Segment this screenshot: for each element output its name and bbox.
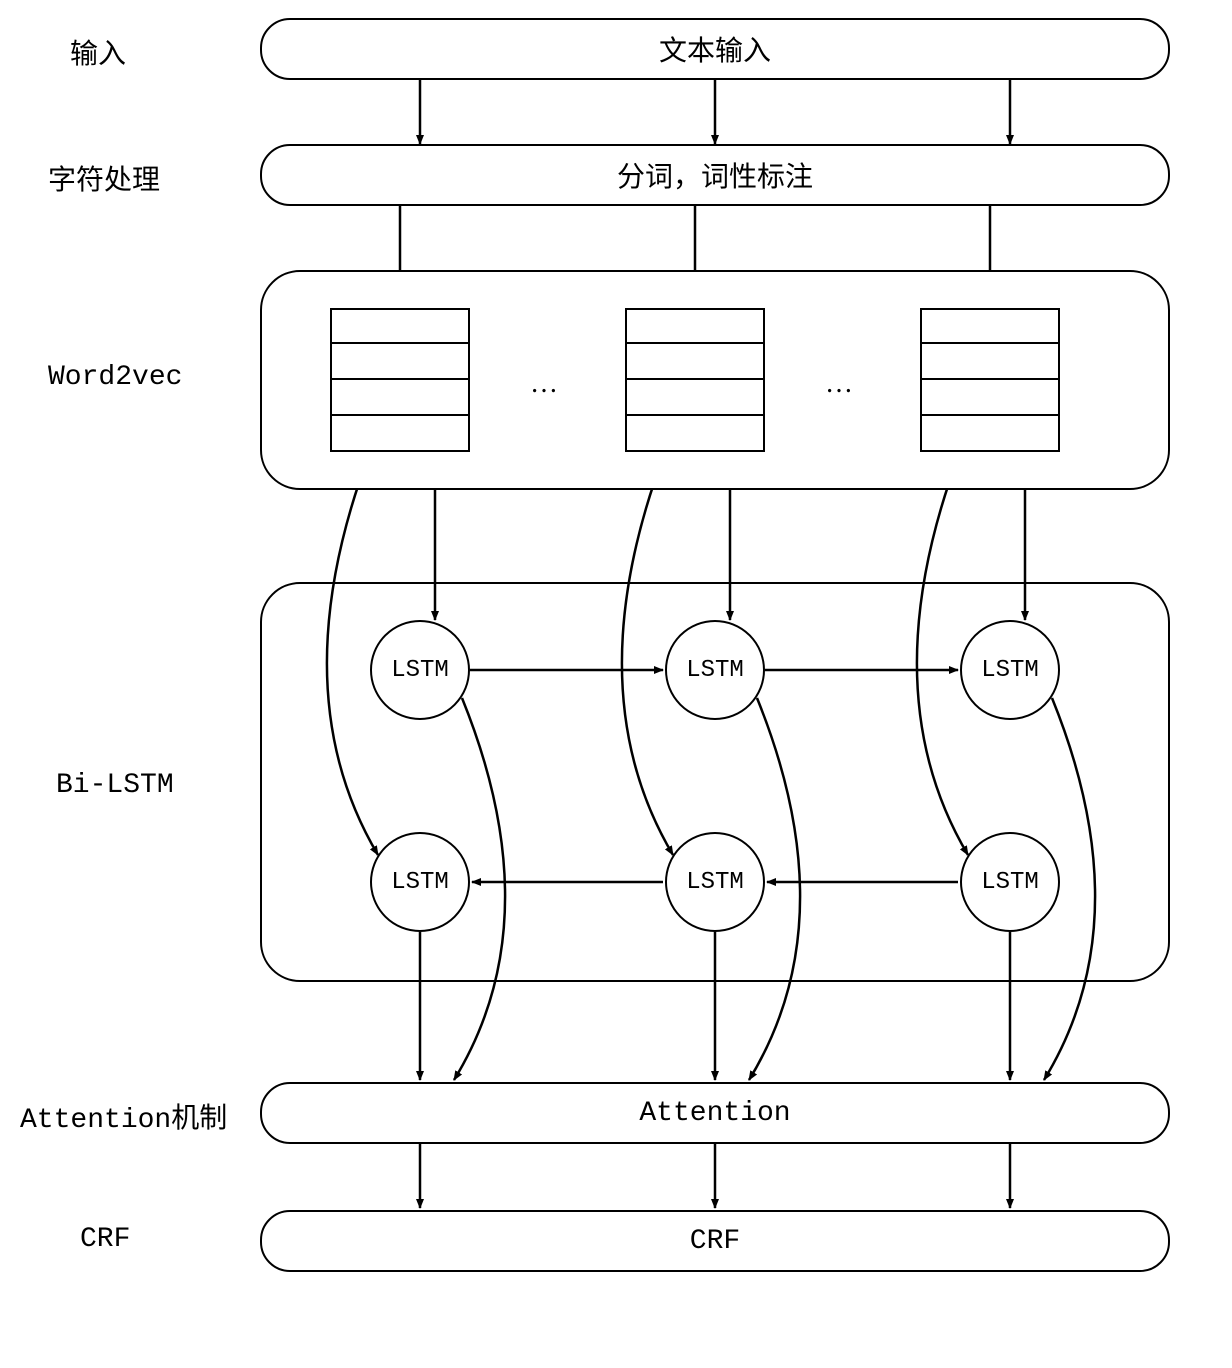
label-bilstm: Bi-LSTM xyxy=(56,770,174,801)
label-crf: CRF xyxy=(80,1224,130,1255)
lstm-node-fwd-3: LSTM xyxy=(960,620,1060,720)
lstm-label: LSTM xyxy=(686,657,744,684)
box-crf-text: CRF xyxy=(690,1226,740,1257)
w2v-stack-1 xyxy=(330,308,470,452)
lstm-node-fwd-1: LSTM xyxy=(370,620,470,720)
lstm-node-bwd-3: LSTM xyxy=(960,832,1060,932)
box-input-text: 文本输入 xyxy=(659,29,771,69)
label-attention: Attention机制 xyxy=(20,1096,227,1136)
lstm-label: LSTM xyxy=(981,657,1039,684)
label-input: 输入 xyxy=(70,32,126,72)
w2v-cell xyxy=(625,308,765,344)
lstm-label: LSTM xyxy=(391,869,449,896)
w2v-cell xyxy=(625,416,765,452)
lstm-label: LSTM xyxy=(391,657,449,684)
lstm-node-bwd-1: LSTM xyxy=(370,832,470,932)
w2v-dots-1: … xyxy=(530,368,560,400)
w2v-cell xyxy=(920,380,1060,416)
w2v-cell xyxy=(920,308,1060,344)
lstm-node-bwd-2: LSTM xyxy=(665,832,765,932)
w2v-cell xyxy=(920,344,1060,380)
w2v-cell xyxy=(625,380,765,416)
label-char-proc: 字符处理 xyxy=(48,158,160,198)
box-input: 文本输入 xyxy=(260,18,1170,80)
lstm-label: LSTM xyxy=(981,869,1039,896)
w2v-cell xyxy=(625,344,765,380)
lstm-node-fwd-2: LSTM xyxy=(665,620,765,720)
w2v-cell xyxy=(330,344,470,380)
box-attention-text: Attention xyxy=(639,1098,790,1129)
w2v-dots-2: … xyxy=(825,368,855,400)
w2v-cell xyxy=(920,416,1060,452)
w2v-cell xyxy=(330,380,470,416)
w2v-stack-3 xyxy=(920,308,1060,452)
w2v-cell xyxy=(330,416,470,452)
label-word2vec: Word2vec xyxy=(48,362,182,393)
lstm-label: LSTM xyxy=(686,869,744,896)
w2v-cell xyxy=(330,308,470,344)
w2v-stack-2 xyxy=(625,308,765,452)
box-crf: CRF xyxy=(260,1210,1170,1272)
box-attention: Attention xyxy=(260,1082,1170,1144)
box-char-proc-text: 分词，词性标注 xyxy=(617,155,813,195)
box-char-proc: 分词，词性标注 xyxy=(260,144,1170,206)
